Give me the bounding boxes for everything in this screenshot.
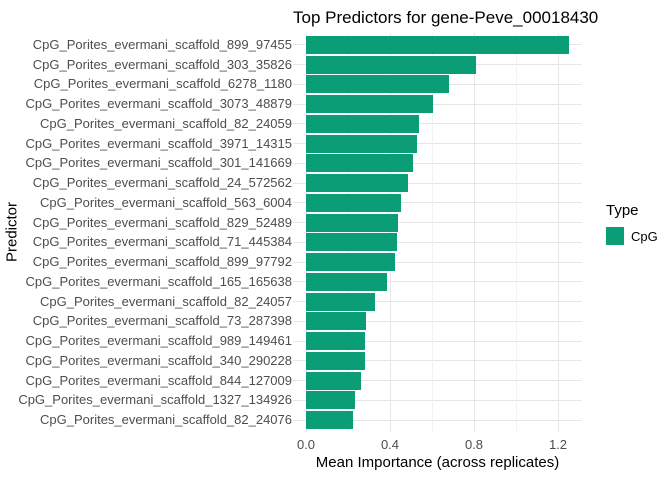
legend-item: CpG xyxy=(606,227,658,245)
gridline-horizontal xyxy=(293,340,582,342)
bar-CpG_Porites_evermani_scaffold_82_24076 xyxy=(306,411,354,430)
bar-CpG_Porites_evermani_scaffold_82_24059 xyxy=(306,114,420,133)
y-tick-label: CpG_Porites_evermani_scaffold_989_149461 xyxy=(25,333,292,349)
y-tick-label: CpG_Porites_evermani_scaffold_165_165638 xyxy=(25,273,292,289)
y-tick-label: CpG_Porites_evermani_scaffold_303_35826 xyxy=(32,56,292,72)
gridline-vertical-minor xyxy=(431,33,433,432)
gridline-horizontal xyxy=(293,202,582,204)
bar-CpG_Porites_evermani_scaffold_563_6004 xyxy=(306,193,401,212)
gridline-vertical-minor xyxy=(515,33,517,432)
y-tick-label: CpG_Porites_evermani_scaffold_563_6004 xyxy=(40,194,292,210)
y-tick-label: CpG_Porites_evermani_scaffold_3073_48879 xyxy=(25,96,292,112)
legend-item-label: CpG xyxy=(631,229,658,244)
y-tick-label: CpG_Porites_evermani_scaffold_73_287398 xyxy=(32,313,292,329)
bar-CpG_Porites_evermani_scaffold_73_287398 xyxy=(306,312,366,331)
gridline-vertical-major xyxy=(473,33,475,432)
gridline-horizontal xyxy=(293,182,582,184)
bar-CpG_Porites_evermani_scaffold_303_35826 xyxy=(306,55,477,74)
y-tick-label: CpG_Porites_evermani_scaffold_82_24059 xyxy=(40,115,292,131)
bar-CpG_Porites_evermani_scaffold_989_149461 xyxy=(306,332,365,351)
gridline-horizontal xyxy=(293,320,582,322)
gridline-horizontal xyxy=(293,162,582,164)
gridline-horizontal xyxy=(293,399,582,401)
y-tick-label: CpG_Porites_evermani_scaffold_82_24057 xyxy=(40,293,292,309)
legend-title: Type xyxy=(606,202,639,219)
bar-CpG_Porites_evermani_scaffold_899_97455 xyxy=(306,35,569,54)
gridline-horizontal xyxy=(293,281,582,283)
bar-CpG_Porites_evermani_scaffold_82_24057 xyxy=(306,292,376,311)
gridline-horizontal xyxy=(293,419,582,421)
y-axis-labels: CpG_Porites_evermani_scaffold_899_97455 C… xyxy=(0,0,294,480)
chart-title: Top Predictors for gene-Peve_00018430 xyxy=(293,8,599,27)
x-tick-label: 1.2 xyxy=(548,437,568,452)
x-tick-label: 0.8 xyxy=(464,437,484,452)
gridline-horizontal xyxy=(293,301,582,303)
y-tick-label: CpG_Porites_evermani_scaffold_1327_13492… xyxy=(18,392,292,408)
bar-CpG_Porites_evermani_scaffold_165_165638 xyxy=(306,272,387,291)
gridline-horizontal xyxy=(293,103,582,105)
gridline-vertical-minor xyxy=(347,33,349,432)
legend: Type CpG xyxy=(606,202,658,245)
y-tick-label: CpG_Porites_evermani_scaffold_6278_1180 xyxy=(33,76,292,92)
gridline-horizontal xyxy=(293,261,582,263)
gridline-horizontal xyxy=(293,241,582,243)
gridline-horizontal xyxy=(293,143,582,145)
bar-CpG_Porites_evermani_scaffold_829_52489 xyxy=(306,213,399,232)
bar-CpG_Porites_evermani_scaffold_1327_134926 xyxy=(306,391,356,410)
bar-CpG_Porites_evermani_scaffold_301_141669 xyxy=(306,154,414,173)
bar-CpG_Porites_evermani_scaffold_899_97792 xyxy=(306,253,396,272)
bar-CpG_Porites_evermani_scaffold_844_127009 xyxy=(306,371,362,390)
y-tick-label: CpG_Porites_evermani_scaffold_3971_14315 xyxy=(25,135,292,151)
y-tick-label: CpG_Porites_evermani_scaffold_71_445384 xyxy=(32,234,292,250)
bar-CpG_Porites_evermani_scaffold_71_445384 xyxy=(306,233,398,252)
bar-CpG_Porites_evermani_scaffold_3073_48879 xyxy=(306,95,434,114)
bar-CpG_Porites_evermani_scaffold_24_572562 xyxy=(306,174,408,193)
y-tick-label: CpG_Porites_evermani_scaffold_340_290228 xyxy=(25,352,292,368)
bar-CpG_Porites_evermani_scaffold_3971_14315 xyxy=(306,134,418,153)
gridline-vertical-major xyxy=(305,33,307,432)
y-tick-label: CpG_Porites_evermani_scaffold_899_97455 xyxy=(32,36,292,52)
x-axis-title: Mean Importance (across replicates) xyxy=(315,454,560,471)
y-tick-label: CpG_Porites_evermani_scaffold_82_24076 xyxy=(40,412,292,428)
y-tick-label: CpG_Porites_evermani_scaffold_829_52489 xyxy=(32,214,292,230)
legend-key-swatch xyxy=(606,227,624,245)
y-tick-label: CpG_Porites_evermani_scaffold_844_127009 xyxy=(25,372,292,388)
gridline-vertical-major xyxy=(557,33,559,432)
y-tick-label: CpG_Porites_evermani_scaffold_899_97792 xyxy=(32,254,292,270)
x-tick-label: 0.0 xyxy=(296,437,316,452)
gridline-horizontal xyxy=(293,380,582,382)
plot-panel xyxy=(293,33,582,432)
y-tick-label: CpG_Porites_evermani_scaffold_301_141669 xyxy=(25,155,292,171)
gridline-horizontal xyxy=(293,222,582,224)
gridline-horizontal xyxy=(293,360,582,362)
bar-CpG_Porites_evermani_scaffold_6278_1180 xyxy=(306,75,449,94)
x-tick-label: 0.4 xyxy=(380,437,400,452)
gridline-vertical-major xyxy=(389,33,391,432)
y-tick-label: CpG_Porites_evermani_scaffold_24_572562 xyxy=(32,175,292,191)
gridline-horizontal xyxy=(293,123,582,125)
bar-CpG_Porites_evermani_scaffold_340_290228 xyxy=(306,351,366,370)
